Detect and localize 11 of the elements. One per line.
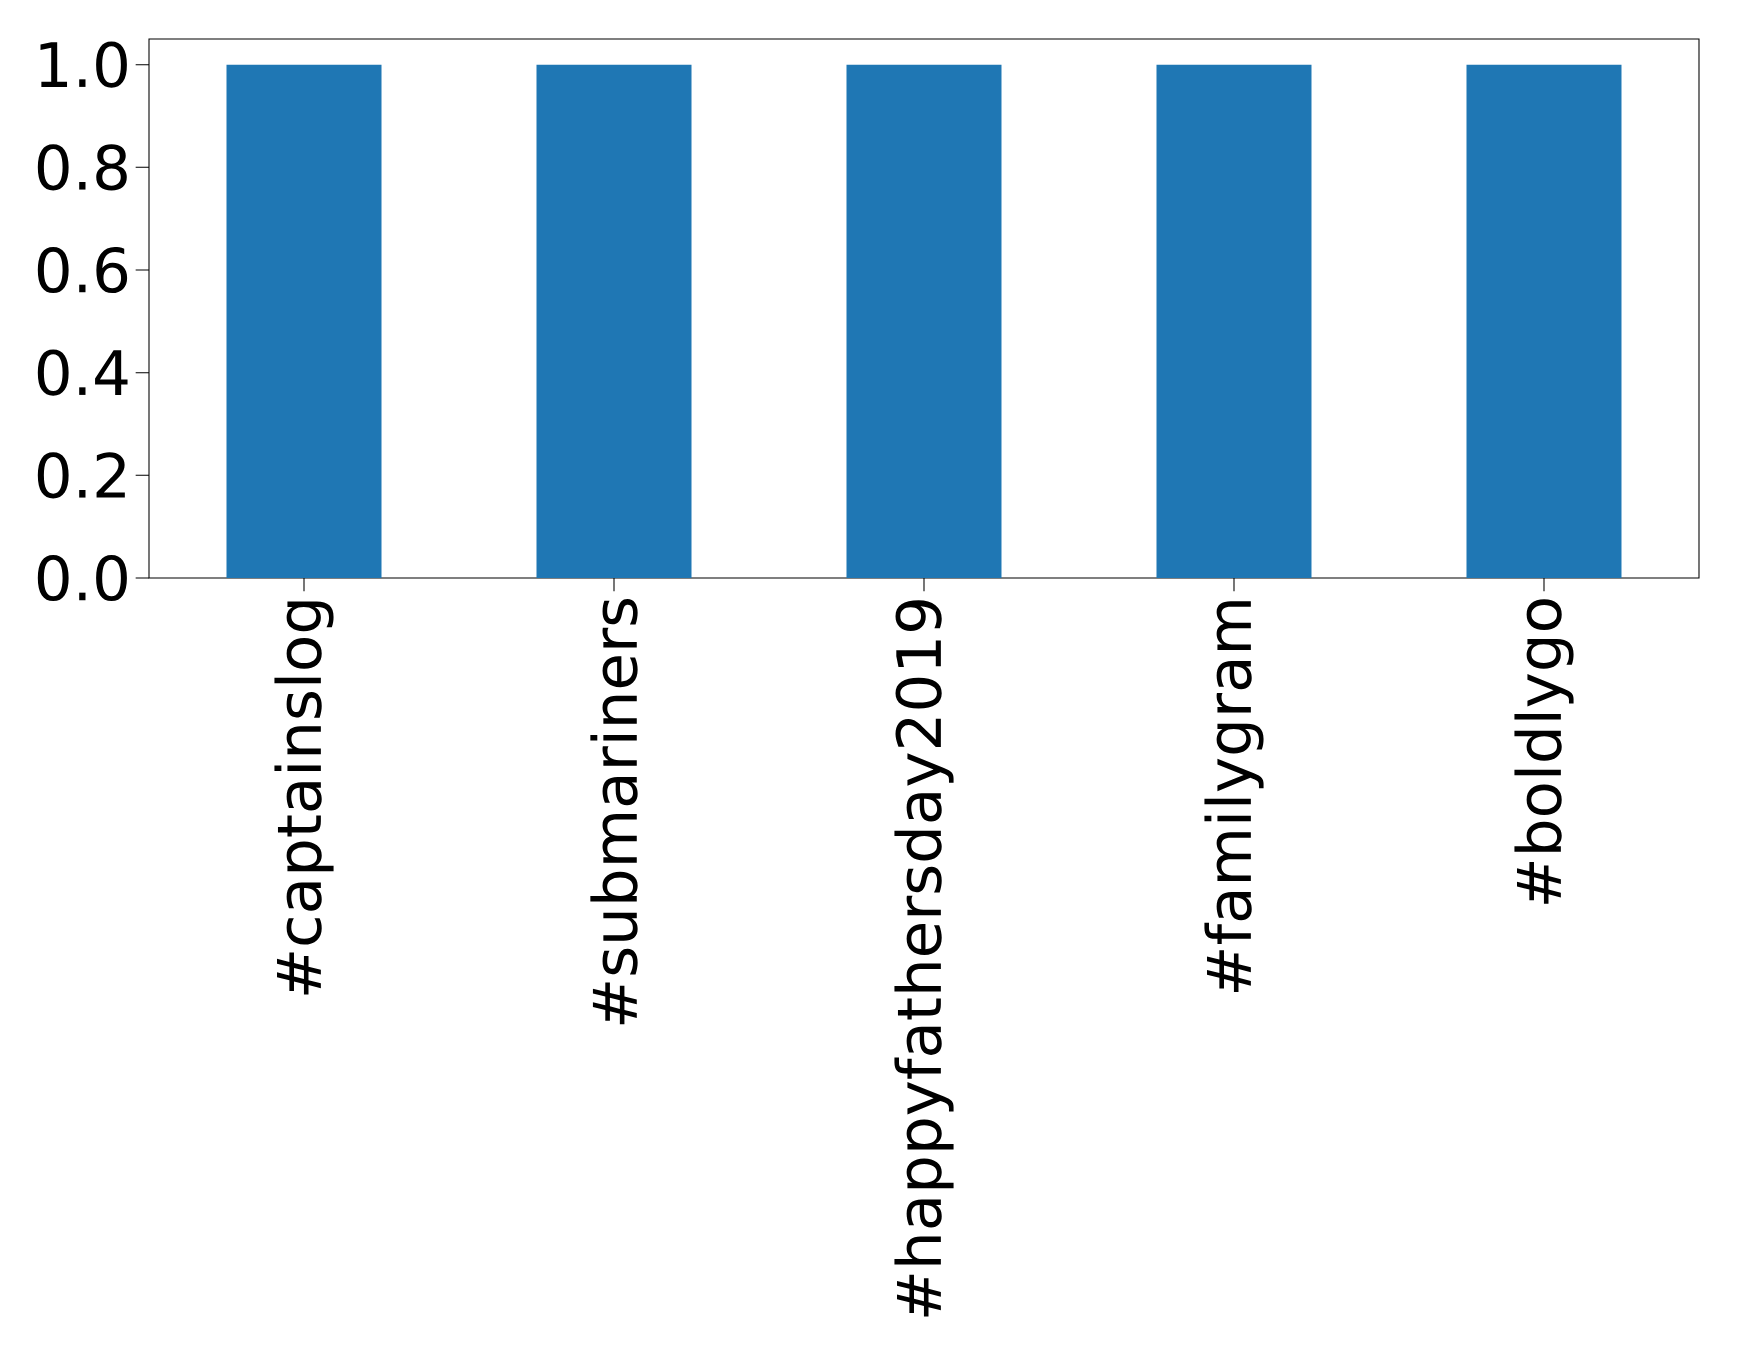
x-tick-label: #boldlygo bbox=[1514, 599, 1574, 904]
y-tick-label: 0.8 bbox=[37, 144, 127, 191]
y-tick-label: 0.2 bbox=[37, 452, 125, 499]
x-tick-label: #familygram bbox=[1204, 601, 1264, 992]
x-tick-label: #submariners bbox=[590, 598, 638, 1025]
y-tick-label: 0.0 bbox=[37, 554, 127, 602]
x-tick-label: #captainslog bbox=[274, 601, 334, 995]
y-tick-label: 0.6 bbox=[37, 246, 128, 294]
x-tick-label: #happyfathersday2019 bbox=[894, 600, 954, 1317]
y-tick-label: 0.4 bbox=[37, 349, 128, 396]
y-tick-label: 1.0 bbox=[40, 41, 127, 88]
